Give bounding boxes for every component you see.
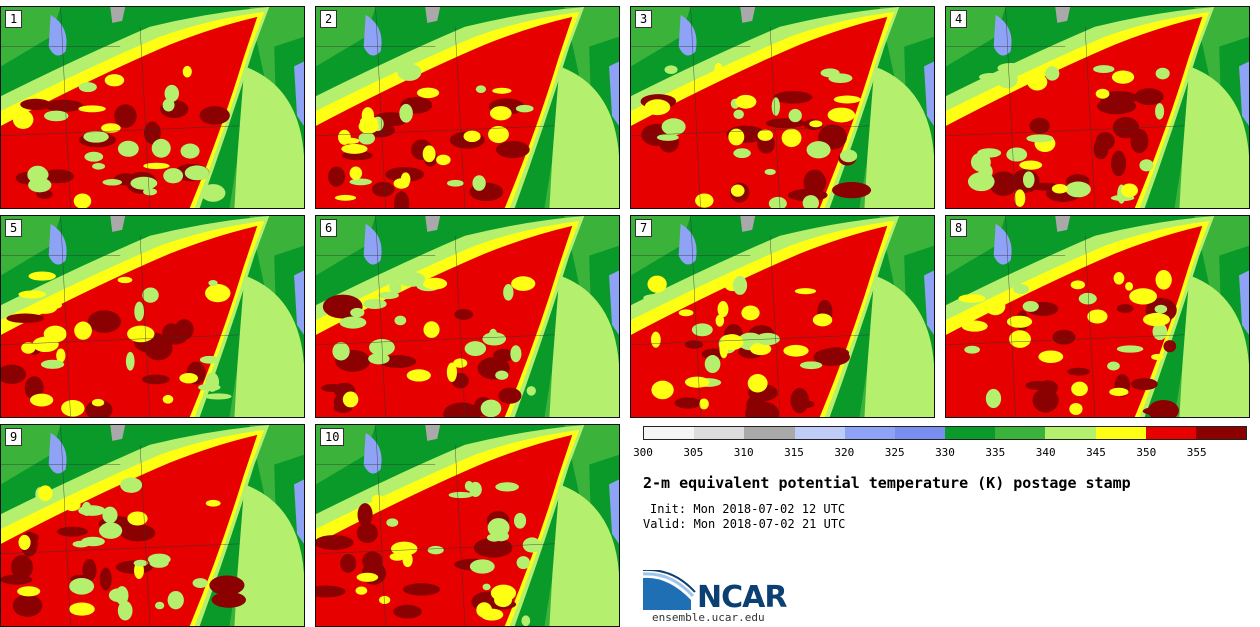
postage-stamp-panel: 2 (315, 6, 620, 209)
colorbar-swatch (1145, 427, 1196, 439)
website-url[interactable]: ensemble.ucar.edu (652, 611, 765, 624)
panel-number-label: 7 (635, 219, 653, 237)
colorbar-swatch (744, 427, 795, 439)
colorbar-tick-label: 320 (834, 446, 855, 459)
figure-title: 2-m equivalent potential temperature (K)… (643, 474, 1131, 492)
panel-number-label: 4 (950, 10, 968, 28)
colorbar-swatch (945, 427, 996, 439)
colorbar-tick-label: 315 (784, 446, 804, 459)
ncar-logo-text: NCAR (697, 580, 787, 615)
colorbar-swatch (844, 427, 895, 439)
colorbar-swatch (995, 427, 1046, 439)
postage-stamp-panel: 6 (315, 215, 620, 418)
postage-stamp-panel: 4 (945, 6, 1250, 209)
colorbar-swatch (1045, 427, 1096, 439)
colorbar-ticks: 300 305 310 315 320 325 330 335 340 345 350 355 (633, 446, 1247, 460)
postage-stamp-panel: 8 (945, 215, 1250, 418)
colorbar-tick-label: 305 (683, 446, 704, 459)
colorbar-swatch (894, 427, 946, 439)
postage-stamp-panel: 1 (0, 6, 305, 209)
postage-stamp-panel: 5 (0, 215, 305, 418)
postage-stamp-panel: 3 (630, 6, 935, 209)
panel-number-label: 5 (5, 219, 23, 237)
colorbar-tick-label: 345 (1086, 446, 1106, 459)
valid-time: Valid: Mon 2018-07-02 21 UTC (643, 517, 846, 531)
panel-number-label: 10 (320, 428, 345, 446)
panel-number-label: 2 (320, 10, 338, 28)
colorbar-tick-label: 350 (1136, 446, 1157, 459)
panel-number-label: 8 (950, 219, 968, 237)
postage-stamp-panel: 7 (630, 215, 935, 418)
init-time: Init: Mon 2018-07-02 12 UTC (650, 502, 846, 516)
panel-number-label: 3 (635, 10, 653, 28)
colorbar-swatch (1095, 427, 1146, 439)
panel-number-label: 6 (320, 219, 338, 237)
ncar-logo-icon (643, 570, 696, 610)
colorbar-swatch (1195, 427, 1247, 439)
panel-number-label: 1 (5, 10, 23, 28)
colorbar-tick-label: 330 (935, 446, 955, 459)
colorbar-swatch (794, 427, 845, 439)
postage-stamp-panel: 10 (315, 424, 620, 627)
colorbar-tick-label: 310 (733, 446, 754, 459)
colorbar (643, 426, 1247, 440)
colorbar-swatch (644, 427, 695, 439)
colorbar-tick-label: 300 (633, 446, 653, 459)
colorbar-tick-label: 355 (1186, 446, 1207, 459)
colorbar-tick-label: 325 (884, 446, 905, 459)
colorbar-tick-label: 335 (985, 446, 1006, 459)
colorbar-tick-label: 340 (1035, 446, 1056, 459)
panel-number-label: 9 (5, 428, 23, 446)
colorbar-swatch (694, 427, 745, 439)
postage-stamp-panel: 9 (0, 424, 305, 627)
